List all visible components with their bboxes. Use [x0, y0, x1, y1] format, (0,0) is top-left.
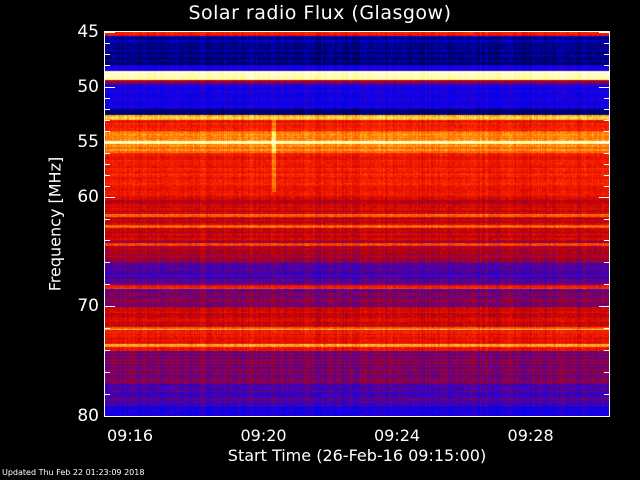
y-tick-mark: [604, 372, 609, 374]
y-tick-mark: [105, 64, 110, 66]
y-tick-mark: [604, 394, 609, 396]
y-tick-mark: [105, 350, 110, 352]
y-tick-mark: [604, 185, 609, 187]
y-tick-mark: [105, 97, 110, 99]
y-axis-label: Frequency [MHz]: [45, 156, 65, 292]
y-tick-mark: [105, 284, 110, 286]
y-tick-mark: [604, 163, 609, 165]
y-tick-label: 50: [77, 76, 99, 97]
y-tick-mark: [604, 64, 609, 66]
y-tick-mark: [105, 262, 110, 264]
y-tick-mark: [105, 416, 115, 417]
y-tick-mark: [599, 416, 609, 417]
y-tick-mark: [105, 119, 110, 121]
updated-timestamp: Updated Thu Feb 22 01:23:09 2018: [2, 468, 145, 477]
y-tick-mark: [105, 306, 115, 308]
y-tick-mark: [105, 32, 115, 33]
y-tick-mark: [604, 130, 609, 132]
y-tick-mark: [105, 53, 110, 55]
y-tick-mark: [105, 174, 110, 176]
y-tick-label: 60: [77, 186, 99, 207]
y-tick-mark: [105, 86, 115, 88]
y-tick-mark: [105, 130, 110, 132]
y-tick-mark: [105, 196, 115, 198]
y-tick-mark: [604, 97, 609, 99]
x-tick-label: 09:24: [373, 426, 421, 445]
y-tick-mark: [599, 306, 609, 308]
y-tick-mark: [105, 218, 110, 220]
y-tick-mark: [599, 32, 609, 33]
y-tick-mark: [604, 174, 609, 176]
y-tick-mark: [105, 75, 110, 77]
y-tick-mark: [604, 328, 609, 330]
y-tick-mark: [604, 350, 609, 352]
y-tick-mark: [604, 108, 609, 110]
y-tick-mark: [599, 196, 609, 198]
y-tick-label: 70: [77, 296, 99, 317]
x-tick-label: 09:20: [240, 426, 287, 445]
y-tick-mark: [604, 75, 609, 77]
y-tick-label: 55: [77, 131, 99, 152]
spectrogram-heatmap: [105, 32, 609, 416]
x-axis-label: Start Time (26-Feb-16 09:15:00): [227, 446, 487, 465]
y-tick-mark: [105, 42, 110, 44]
y-tick-mark: [604, 240, 609, 242]
plot-frame: [104, 31, 610, 417]
y-tick-mark: [604, 119, 609, 121]
chart-title: Solar radio Flux (Glasgow): [188, 2, 452, 24]
y-tick-mark: [105, 152, 110, 154]
y-tick-mark: [604, 53, 609, 55]
y-tick-mark: [599, 141, 609, 143]
x-tick-label: 09:16: [106, 426, 154, 445]
y-tick-mark: [105, 185, 110, 187]
y-tick-mark: [105, 372, 110, 374]
y-tick-mark: [105, 163, 110, 165]
x-tick-label: 09:28: [507, 426, 554, 445]
y-tick-mark: [604, 218, 609, 220]
y-tick-mark: [105, 328, 110, 330]
y-tick-mark: [604, 262, 609, 264]
y-tick-mark: [604, 42, 609, 44]
y-tick-label: 80: [77, 406, 99, 426]
y-tick-mark: [105, 394, 110, 396]
y-tick-mark: [105, 141, 115, 143]
y-tick-mark: [105, 108, 110, 110]
y-tick-mark: [604, 284, 609, 286]
y-tick-mark: [599, 86, 609, 88]
y-tick-mark: [604, 152, 609, 154]
y-tick-label: 45: [77, 22, 99, 42]
y-tick-mark: [105, 240, 110, 242]
